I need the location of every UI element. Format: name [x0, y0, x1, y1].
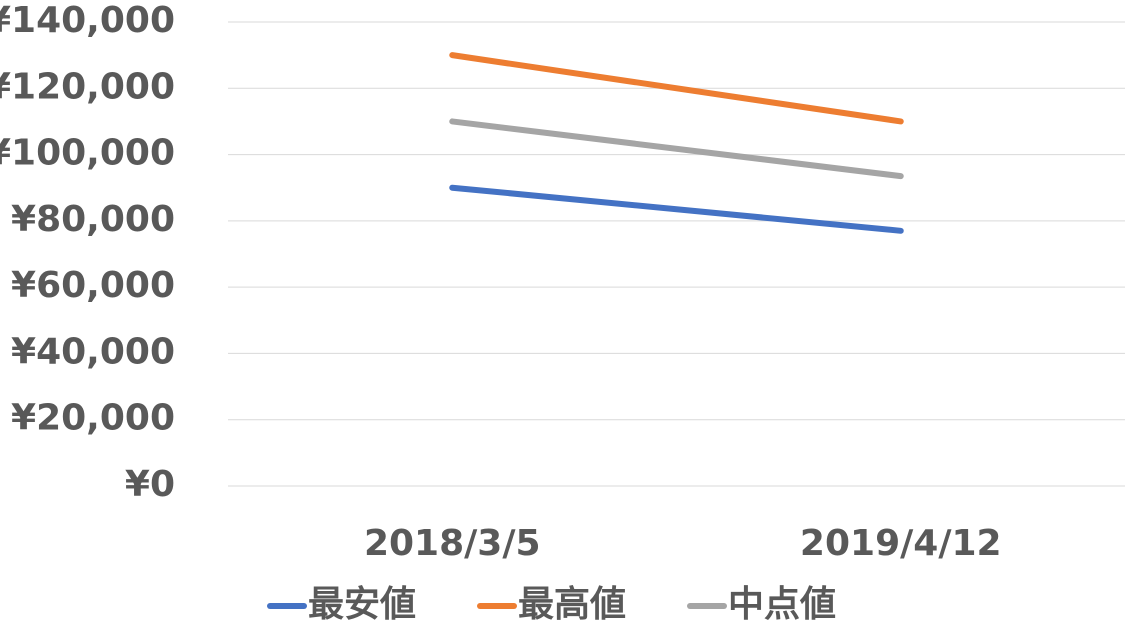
legend-label: 中点値 — [728, 584, 836, 625]
y-tick-label: ¥80,000 — [11, 199, 175, 240]
y-tick-label: ¥0 — [125, 464, 175, 505]
legend-label: 最高値 — [518, 584, 626, 625]
series-line — [449, 118, 904, 180]
y-tick-label: ¥120,000 — [0, 66, 175, 107]
y-tick-label: ¥60,000 — [11, 265, 175, 306]
legend-label: 最安値 — [308, 584, 416, 625]
y-tick-label: ¥20,000 — [11, 398, 175, 439]
y-tick-label: ¥100,000 — [0, 133, 175, 174]
series-line — [449, 184, 904, 234]
y-tick-label: ¥40,000 — [11, 331, 175, 372]
y-tick-label: ¥140,000 — [0, 0, 175, 41]
x-tick-label: 2019/4/12 — [800, 523, 1002, 564]
series-line — [449, 52, 904, 125]
x-tick-label: 2018/3/5 — [364, 523, 541, 564]
